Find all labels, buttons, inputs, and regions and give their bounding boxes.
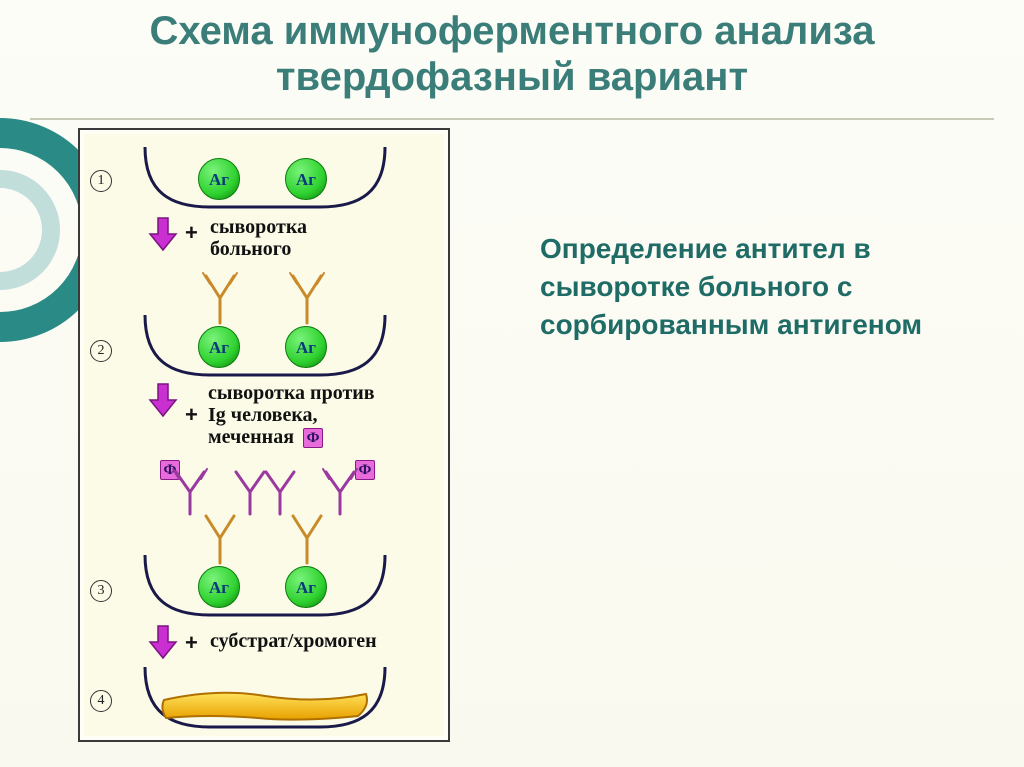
well-1 [140, 142, 390, 212]
step-2-label-l2: Ig человека, [208, 404, 375, 426]
ag-1b-label: Аг [296, 170, 316, 189]
ag-1a-label: Аг [209, 170, 229, 189]
result-substrate [158, 686, 372, 729]
ag-3a: Аг [198, 566, 240, 608]
ag-3a-label: Аг [209, 578, 229, 597]
title-line-2: твердофазный вариант [0, 54, 1024, 100]
arrow-3 [148, 624, 178, 665]
description-text: Определение антител в сыворотке больного… [540, 230, 940, 343]
ag-1b: Аг [285, 158, 327, 200]
step-number-4: 4 [90, 690, 112, 712]
plus-2: + [185, 402, 198, 428]
step-3-label: субстрат/хромоген [210, 630, 377, 652]
ag-2a-label: Аг [209, 338, 229, 357]
ag-3b: Аг [285, 566, 327, 608]
step-3-label-l1: субстрат/хромоген [210, 630, 377, 652]
ag-2b: Аг [285, 326, 327, 368]
plus-1: + [185, 220, 198, 246]
diagram-frame: 1 Аг Аг + сыворотка больного 2 [78, 128, 450, 742]
arrow-2 [148, 382, 178, 423]
step-number-3: 3 [90, 580, 112, 602]
well-3 [140, 550, 390, 620]
step-1-label-l2: больного [210, 238, 307, 260]
ag-2b-label: Аг [296, 338, 316, 357]
step-number-1: 1 [90, 170, 112, 192]
step-2-label: сыворотка против Ig человека, меченная Ф [208, 382, 375, 448]
ag-3b-label: Аг [296, 578, 316, 597]
step-2-label-l1: сыворотка против [208, 382, 375, 404]
ag-1a: Аг [198, 158, 240, 200]
title-divider [30, 118, 994, 120]
step-number-2: 2 [90, 340, 112, 362]
well-1-svg [140, 142, 390, 212]
plus-3: + [185, 630, 198, 656]
step-2-label-l3: меченная [208, 426, 294, 448]
well-2 [140, 310, 390, 380]
step-1-label: сыворотка больного [210, 216, 307, 260]
title-line-1: Схема иммуноферментного анализа [0, 8, 1024, 54]
step-1-label-l1: сыворотка [210, 216, 307, 238]
ag-2a: Аг [198, 326, 240, 368]
slide-title: Схема иммуноферментного анализа твердофа… [0, 8, 1024, 100]
phi-inline: Ф [303, 428, 323, 448]
arrow-1 [148, 216, 178, 257]
